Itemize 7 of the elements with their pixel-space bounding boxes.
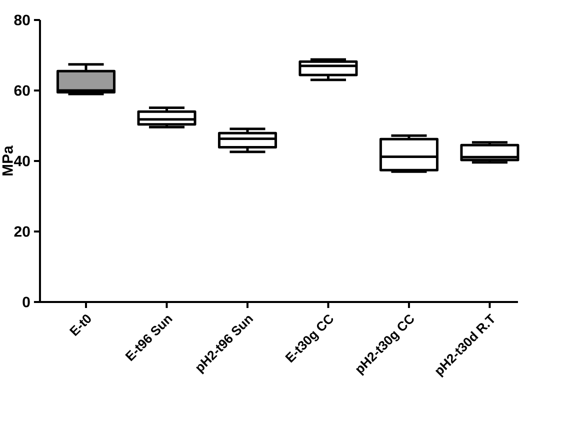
y-axis-title: MPa [2, 145, 13, 176]
y-tick-label: 60 [14, 85, 30, 96]
y-tick-label: 20 [14, 226, 30, 237]
y-tick-label: 80 [14, 14, 30, 26]
y-tick-label: 0 [22, 296, 30, 308]
x-tick-label: E-t0 [69, 314, 91, 336]
y-tick-label: 40 [14, 156, 30, 166]
